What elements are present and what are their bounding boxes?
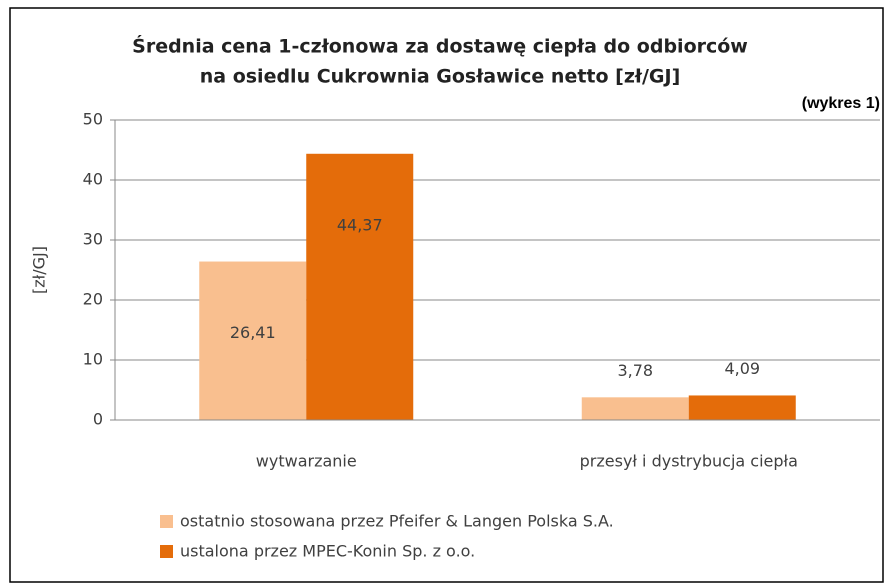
value-label: 26,41 [230, 323, 276, 342]
y-tick-label: 40 [83, 170, 103, 189]
y-tick-label: 30 [83, 230, 103, 249]
chart-title: Średnia cena 1-członowa za dostawę ciepł… [132, 34, 748, 58]
legend-label: ustalona przez MPEC-Konin Sp. z o.o. [180, 542, 475, 561]
value-label: 44,37 [337, 215, 383, 234]
x-tick-label: wytwarzanie [256, 452, 357, 471]
bar [199, 261, 307, 420]
chart-title: na osiedlu Cukrownia Gosławice netto [zł… [200, 66, 681, 88]
value-label: 4,09 [724, 359, 760, 378]
bar [688, 395, 796, 420]
legend-label: ostatnio stosowana przez Pfeifer & Lange… [180, 512, 614, 531]
chart-border [9, 7, 884, 583]
value-label: 3,78 [617, 361, 653, 380]
y-tick-label: 10 [83, 350, 103, 369]
legend-swatch [160, 515, 173, 528]
legend-swatch [160, 545, 173, 558]
y-tick-label: 0 [93, 410, 103, 429]
x-tick-label: przesył i dystrybucja ciepła [580, 452, 798, 471]
bar [581, 397, 689, 420]
bar [306, 153, 414, 420]
y-tick-label: 50 [83, 110, 103, 129]
y-axis-label: [zł/GJ] [30, 246, 49, 294]
annotation: (wykres 1) [802, 95, 880, 112]
y-tick-label: 20 [83, 290, 103, 309]
